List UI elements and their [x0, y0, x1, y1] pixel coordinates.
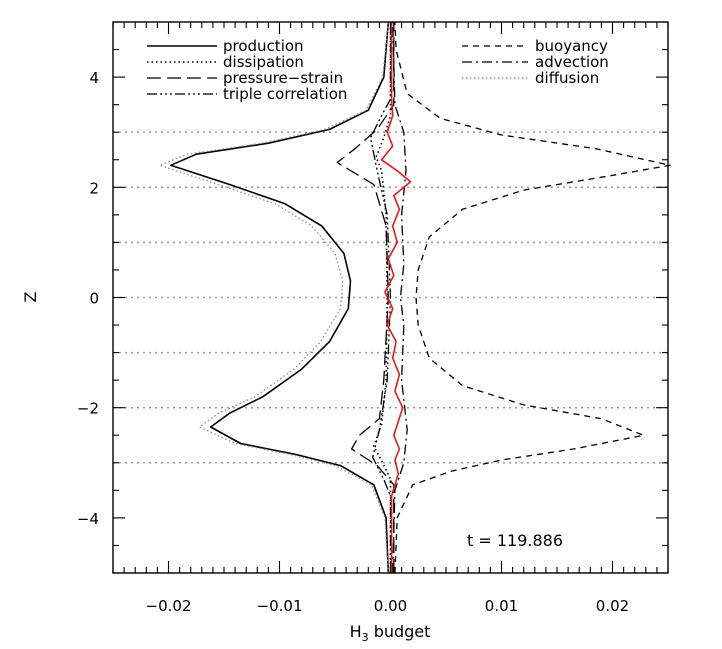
- y-tick-label-0: −4: [77, 510, 99, 528]
- x-tick-label-2: 0.00: [374, 597, 407, 615]
- series-line-0: [169, 21, 390, 574]
- x-axis-label-subscript: 3: [362, 631, 369, 644]
- series-group: [158, 21, 671, 574]
- y-tick-label-2: 0: [89, 290, 99, 308]
- legend-label-left-1: dissipation: [223, 53, 304, 71]
- y-tick-label-3: 2: [89, 179, 99, 197]
- series-line-5: [392, 21, 408, 574]
- legend-label-left-2: pressure−strain: [223, 69, 343, 87]
- x-tick-label-1: −0.01: [257, 597, 303, 615]
- time-annotation: t = 119.886: [467, 531, 563, 550]
- legend-label-right-0: buoyancy: [535, 37, 608, 55]
- tick-labels: −0.02 −0.01 0.00 0.01 0.02 −4 −2 0 2 4: [77, 69, 629, 615]
- y-axis-label: Z: [21, 291, 40, 302]
- x-axis-label: H3 budget: [350, 622, 431, 644]
- x-axis-label-rest: budget: [369, 622, 431, 641]
- series-line-7: [380, 22, 412, 573]
- x-axis-label-main: H: [350, 622, 362, 641]
- legend-label-left-3: triple correlation: [223, 85, 347, 103]
- series-line-3: [369, 22, 392, 573]
- x-tick-label-3: 0.01: [485, 597, 518, 615]
- y-tick-label-4: 4: [89, 69, 99, 87]
- y-tick-label-1: −2: [77, 400, 99, 418]
- legend: productiondissipationpressure−straintrip…: [147, 37, 609, 103]
- x-tick-label-4: 0.02: [596, 597, 629, 615]
- x-tick-label-0: −0.02: [146, 597, 192, 615]
- legend-label-left-0: production: [223, 37, 304, 55]
- axis-ticks: [112, 21, 669, 574]
- series-line-4: [394, 21, 671, 574]
- legend-label-right-1: advection: [535, 53, 609, 71]
- legend-label-right-2: diffusion: [535, 69, 599, 87]
